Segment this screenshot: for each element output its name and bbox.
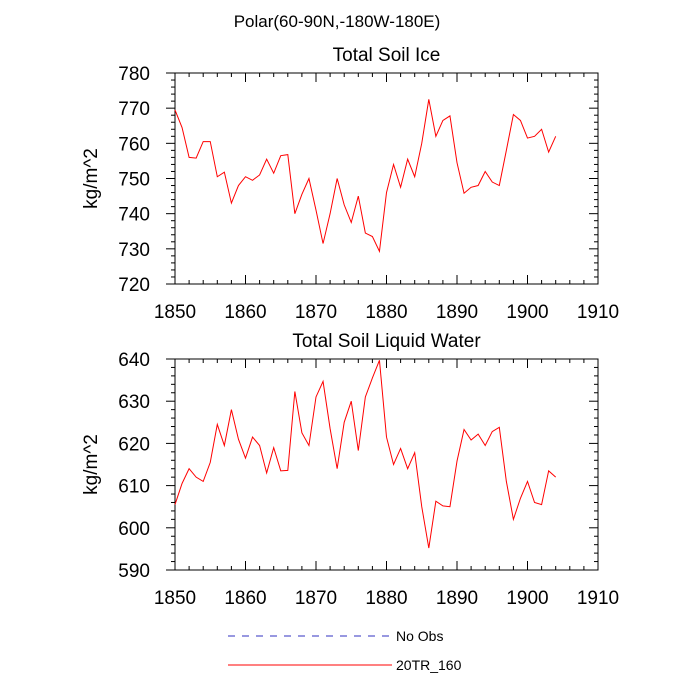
y-tick-label: 640 xyxy=(118,350,150,371)
legend-label: 20TR_160 xyxy=(396,657,462,673)
y-tick-label: 760 xyxy=(118,134,150,155)
panel-title: Total Soil Liquid Water xyxy=(292,331,481,352)
y-axis-label: kg/m^2 xyxy=(81,148,102,209)
series-line-20TR_160 xyxy=(174,99,557,254)
legend-label: No Obs xyxy=(396,628,443,644)
series-line-20TR_160 xyxy=(174,360,557,549)
panel-title: Total Soil Ice xyxy=(333,45,441,66)
x-tick-label: 1900 xyxy=(506,588,548,609)
panel-2: Total Soil Liquid Water 1850 1860 1870 1880 1… xyxy=(81,331,619,609)
x-tick-label: 1910 xyxy=(577,302,619,323)
figure-title: Polar(60-90N,-180W-180E) xyxy=(234,12,441,31)
legend: No Obs 20TR_160 xyxy=(228,628,462,673)
y-tick-label: 740 xyxy=(118,205,150,226)
x-tick-label: 1890 xyxy=(436,302,478,323)
y-tick-label: 730 xyxy=(118,240,150,261)
x-tick-label: 1910 xyxy=(577,588,619,609)
y-tick-label: 620 xyxy=(118,434,150,455)
y-tick-label: 750 xyxy=(118,170,150,191)
x-tick-label: 1870 xyxy=(295,302,337,323)
x-tick-label: 1880 xyxy=(365,588,407,609)
panel-1: Total Soil Ice 1850 1860 1870 1880 1890 1900 19… xyxy=(81,45,619,323)
y-tick-label: 770 xyxy=(118,99,150,120)
x-tick-label: 1880 xyxy=(365,302,407,323)
y-tick-label: 630 xyxy=(118,392,150,413)
y-tick-label: 600 xyxy=(118,519,150,540)
plot-frame xyxy=(174,358,599,571)
y-axis-label: kg/m^2 xyxy=(81,434,102,495)
x-tick-label: 1900 xyxy=(506,302,548,323)
y-tick-label: 780 xyxy=(118,64,150,85)
x-tick-label: 1850 xyxy=(154,302,196,323)
plot-frame xyxy=(174,72,599,285)
x-tick-label: 1890 xyxy=(436,588,478,609)
y-tick-label: 610 xyxy=(118,477,150,498)
x-tick-label: 1850 xyxy=(154,588,196,609)
y-tick-label: 590 xyxy=(118,561,150,582)
x-tick-label: 1870 xyxy=(295,588,337,609)
x-tick-label: 1860 xyxy=(224,302,266,323)
y-tick-label: 720 xyxy=(118,275,150,296)
x-tick-label: 1860 xyxy=(224,588,266,609)
